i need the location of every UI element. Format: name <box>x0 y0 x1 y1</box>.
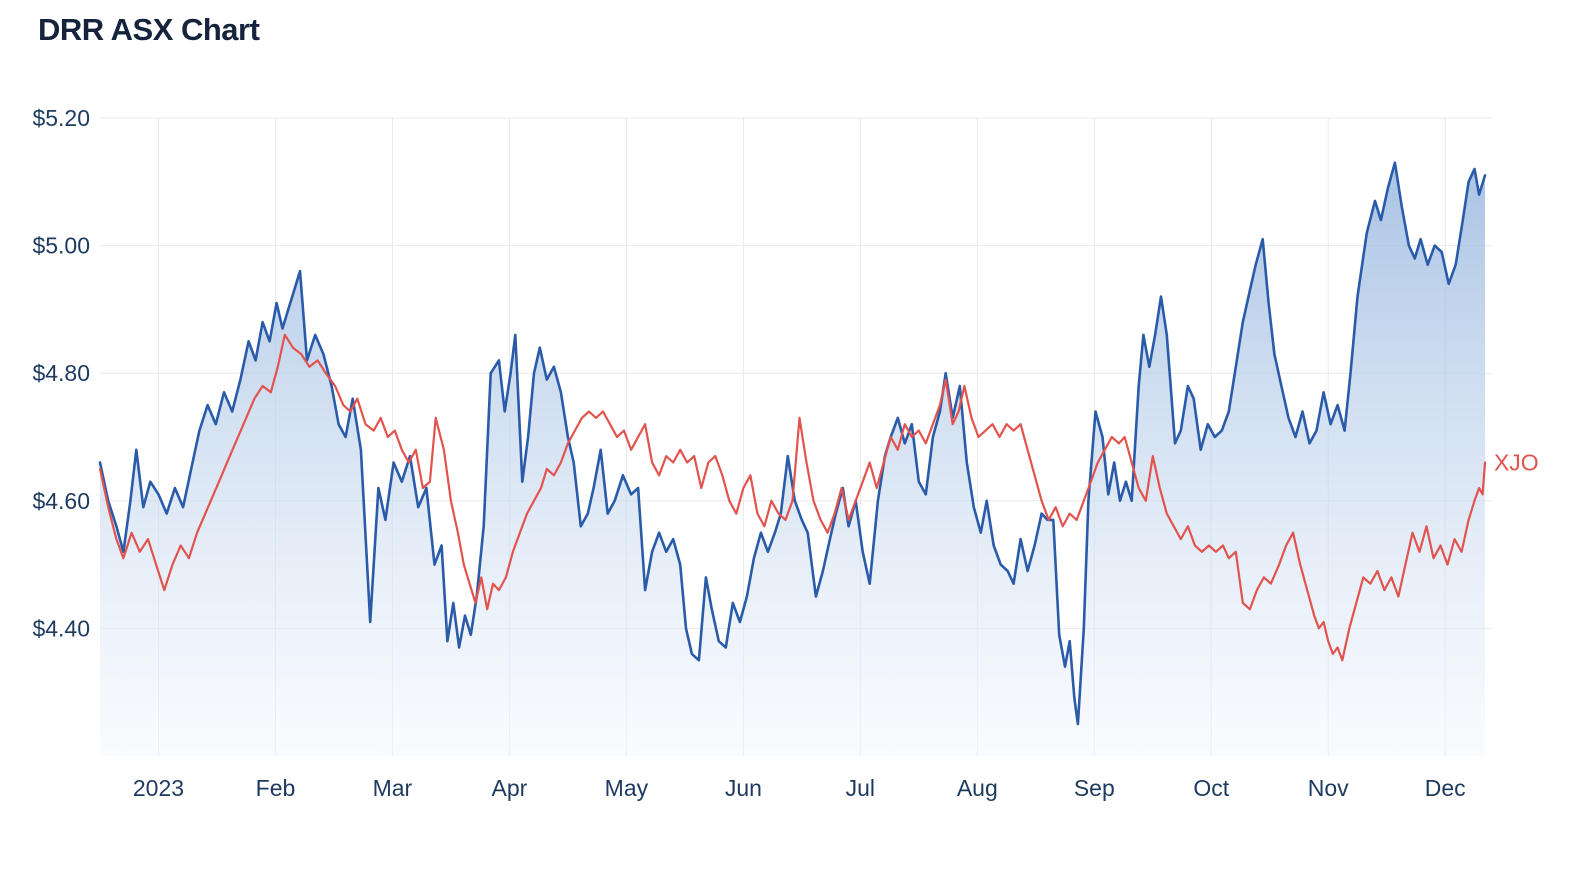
x-axis-tick-label: Nov <box>1308 775 1349 801</box>
x-axis-tick-label: Aug <box>957 775 998 801</box>
y-axis-tick-label: $5.20 <box>32 105 90 131</box>
y-axis-tick-label: $4.80 <box>32 360 90 386</box>
x-axis-tick-label: Apr <box>492 775 528 801</box>
y-axis-labels: $4.40 $4.60 $4.80 $5.00 $5.20 <box>32 105 90 641</box>
x-axis-tick-label: Dec <box>1425 775 1466 801</box>
x-axis-tick-label: Jun <box>725 775 762 801</box>
x-axis-tick-label: May <box>605 775 649 801</box>
x-axis-tick-label: Sep <box>1074 775 1115 801</box>
xjo-end-label: XJO <box>1494 450 1539 476</box>
drr-series-area <box>100 162 1485 756</box>
x-axis-tick-label: Jul <box>846 775 875 801</box>
drr-series-line <box>98 161 1487 726</box>
x-axis-tick-label: 2023 <box>133 775 184 801</box>
x-axis-tick-label: Feb <box>256 775 296 801</box>
y-axis-tick-label: $4.60 <box>32 488 90 514</box>
x-axis-labels: 2023 Feb Mar Apr May Jun Jul Aug Sep Oct Nov Dec <box>133 775 1466 801</box>
y-axis-tick-label: $4.40 <box>32 615 90 641</box>
y-axis-tick-label: $5.00 <box>32 233 90 259</box>
x-axis-tick-label: Mar <box>373 775 413 801</box>
x-axis-tick-label: Oct <box>1193 775 1229 801</box>
chart-title: DRR ASX Chart <box>38 12 260 47</box>
xjo-series-line <box>98 333 1487 662</box>
